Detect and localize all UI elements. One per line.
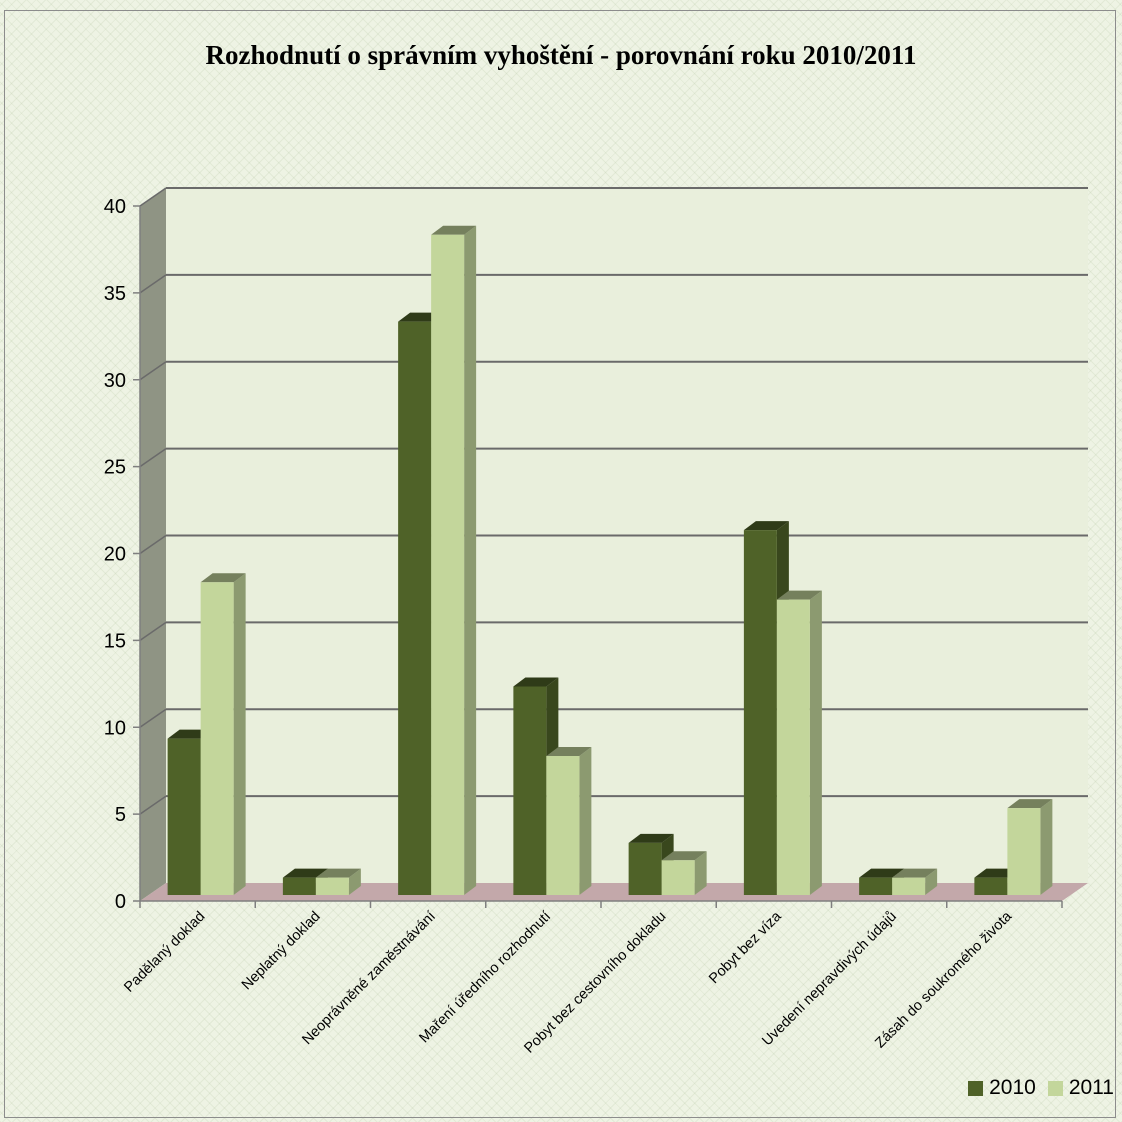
bar-front bbox=[892, 877, 926, 895]
bar-2011-3 bbox=[546, 747, 592, 895]
legend: 2010 2011 bbox=[968, 1076, 1114, 1100]
legend-swatch-2011 bbox=[1047, 1080, 1063, 1096]
y-tick-label-25: 25 bbox=[104, 457, 126, 479]
x-category-label-4: Pobyt bez cestovního dokladu bbox=[521, 909, 669, 1057]
bar-front bbox=[859, 877, 893, 895]
bar-top bbox=[200, 573, 246, 583]
y-tick-label-15: 15 bbox=[104, 630, 126, 652]
bar-front bbox=[1007, 808, 1041, 895]
legend-label-2010: 2010 bbox=[989, 1076, 1036, 1099]
bar-front bbox=[546, 756, 580, 895]
floor bbox=[140, 883, 1088, 901]
bar-front bbox=[974, 877, 1008, 895]
gridline-side-7 bbox=[139, 274, 167, 294]
bar-2011-2 bbox=[431, 225, 477, 895]
x-category-label-1: Neplatný doklad bbox=[239, 909, 324, 994]
chart-walls bbox=[140, 188, 1088, 901]
bar-2011-6 bbox=[892, 868, 938, 895]
bar-top bbox=[1007, 799, 1053, 809]
bar-front bbox=[628, 842, 662, 895]
bar-side bbox=[1040, 799, 1053, 895]
bar-side bbox=[694, 851, 707, 895]
y-tick-label-10: 10 bbox=[104, 717, 126, 739]
bar-front bbox=[398, 321, 432, 895]
bar-front bbox=[513, 686, 547, 895]
chart-gridlines bbox=[139, 187, 1088, 815]
bar-top bbox=[859, 868, 905, 878]
chart-title: Rozhodnutí o správním vyhoštění - porovn… bbox=[205, 40, 917, 70]
bar-side bbox=[925, 868, 938, 895]
chart-frame bbox=[4, 10, 1116, 1118]
bar-top bbox=[628, 833, 674, 843]
bar-top bbox=[431, 225, 477, 235]
bar-front bbox=[743, 530, 777, 895]
legend-item-2011: 2011 bbox=[1047, 1076, 1114, 1100]
gridline-side-3 bbox=[139, 621, 167, 641]
gridline-side-5 bbox=[139, 448, 167, 468]
gridline-side-4 bbox=[139, 534, 167, 555]
chart-bars bbox=[167, 225, 1053, 895]
bar-side bbox=[809, 590, 822, 895]
x-category-label-3: Maření úředního rozhodnutí bbox=[416, 909, 554, 1047]
bar-front bbox=[776, 599, 810, 895]
legend-label-2011: 2011 bbox=[1068, 1076, 1114, 1099]
gridline-side-8 bbox=[139, 187, 167, 207]
bar-side bbox=[233, 573, 246, 895]
gridline-side-1 bbox=[139, 795, 167, 815]
bar-front bbox=[315, 877, 349, 895]
x-category-label-5: Pobyt bez víza bbox=[706, 908, 785, 987]
bar-2011-7 bbox=[1007, 799, 1053, 895]
bar-2011-5 bbox=[776, 590, 822, 895]
bar-top bbox=[513, 677, 559, 687]
y-tick-label-5: 5 bbox=[115, 804, 126, 826]
bar-top bbox=[661, 851, 707, 861]
bar-2011-0 bbox=[200, 573, 246, 895]
bar-front bbox=[661, 860, 695, 895]
y-tick-label-30: 30 bbox=[104, 370, 126, 392]
x-axis-labels: Padělaný doklad Neplatný dokladNeoprávněn… bbox=[121, 908, 1016, 1057]
bar-front bbox=[282, 877, 316, 895]
bar-top bbox=[743, 521, 789, 531]
y-axis-ticks: 0 5 10 15 20 25 30 35 40 bbox=[104, 196, 140, 913]
x-category-label-0: Padělaný doklad bbox=[121, 909, 208, 996]
legend-item-2010: 2010 bbox=[968, 1076, 1036, 1100]
x-category-label-7: Zásah do soukromého života bbox=[872, 908, 1016, 1052]
bar-top bbox=[776, 590, 822, 600]
bar-side bbox=[579, 747, 592, 895]
y-tick-label-0: 0 bbox=[115, 891, 126, 913]
bar-front bbox=[431, 234, 465, 895]
y-tick-label-40: 40 bbox=[104, 196, 126, 218]
bar-side bbox=[464, 225, 477, 895]
bar-top bbox=[892, 868, 938, 878]
bar-top bbox=[546, 747, 592, 756]
y-tick-label-20: 20 bbox=[104, 544, 126, 566]
bar-front bbox=[200, 582, 234, 895]
gridline-side-6 bbox=[139, 361, 167, 381]
bar-top bbox=[282, 868, 328, 878]
x-category-label-6: Uvedení nepravdivých údajů bbox=[759, 909, 900, 1050]
y-tick-label-35: 35 bbox=[104, 283, 126, 305]
bar-front bbox=[167, 738, 201, 895]
gridline-side-2 bbox=[139, 708, 167, 728]
bar-side bbox=[348, 868, 361, 895]
bar-2011-1 bbox=[315, 868, 361, 895]
legend-swatch-2010 bbox=[968, 1080, 984, 1096]
bar-2011-4 bbox=[661, 851, 707, 895]
bar-top bbox=[315, 868, 361, 878]
x-category-label-2: Neoprávněné zaměstnávání bbox=[299, 909, 439, 1049]
